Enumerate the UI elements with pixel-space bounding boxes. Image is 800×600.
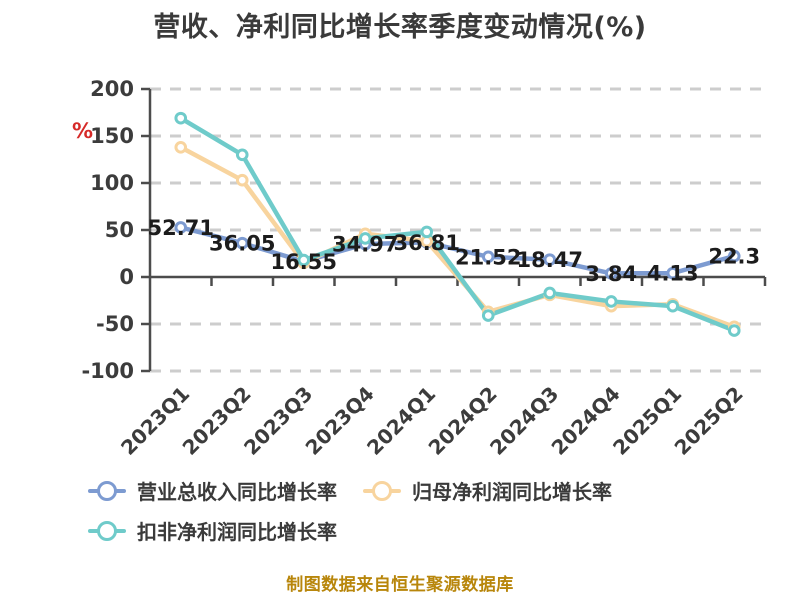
circle-marker-icon xyxy=(97,520,117,541)
data-point-non-gaap-net-profit-yoy xyxy=(543,286,557,300)
data-label: 21.52 xyxy=(455,245,521,269)
x-tick-label: 2025Q2 xyxy=(670,382,748,460)
y-tick-label: 200 xyxy=(90,77,134,101)
data-point-non-gaap-net-profit-yoy xyxy=(666,299,680,313)
data-point-non-gaap-net-profit-yoy xyxy=(604,295,618,308)
data-label: 36.05 xyxy=(209,232,275,256)
y-axis-unit-percent: % xyxy=(72,119,94,143)
data-point-non-gaap-net-profit-yoy xyxy=(420,225,434,239)
data-label: 16.55 xyxy=(271,250,337,274)
legend-row: 营业总收入同比增长率 归母净利润同比增长率 xyxy=(88,476,612,505)
y-tick-label: 150 xyxy=(90,124,134,148)
data-point-non-gaap-net-profit-yoy xyxy=(297,253,311,267)
y-tick-label: -50 xyxy=(96,312,134,336)
line-series-marker-icon xyxy=(88,480,126,501)
data-label: 4.13 xyxy=(647,262,699,286)
data-point-non-gaap-net-profit-yoy xyxy=(481,309,495,322)
y-tick-label: 100 xyxy=(90,171,134,195)
legend-item-non-gaap-net-profit-yoy[interactable]: 扣非净利润同比增长率 xyxy=(88,516,337,545)
data-point-non-gaap-net-profit-yoy xyxy=(727,324,741,337)
legend-item-net-profit-yoy[interactable]: 归母净利润同比增长率 xyxy=(363,476,612,505)
data-label: 18.47 xyxy=(517,248,583,272)
data-point-non-gaap-net-profit-yoy xyxy=(174,111,188,125)
chart-legend: 营业总收入同比增长率 归母净利润同比增长率 扣非净利润同比增长率 xyxy=(88,476,612,545)
circle-marker-icon xyxy=(372,480,392,501)
data-label: 3.84 xyxy=(585,262,637,286)
data-point-revenue-yoy xyxy=(235,236,249,250)
data-point-revenue-yoy xyxy=(174,221,188,234)
y-tick-label: 0 xyxy=(119,265,134,289)
line-series-marker-icon xyxy=(363,480,401,501)
legend-item-revenue-yoy[interactable]: 营业总收入同比增长率 xyxy=(88,476,337,505)
data-point-revenue-yoy xyxy=(604,267,618,280)
data-label: 36.81 xyxy=(394,231,460,255)
data-point-net-profit-yoy xyxy=(174,140,188,154)
data-label: 34.97 xyxy=(332,233,398,257)
legend-label: 营业总收入同比增长率 xyxy=(137,480,337,504)
data-label: 52.71 xyxy=(148,216,214,240)
data-point-revenue-yoy xyxy=(666,266,680,280)
data-source-note: 制图数据来自恒生聚源数据库 xyxy=(286,575,514,595)
data-point-revenue-yoy xyxy=(481,250,495,264)
data-point-non-gaap-net-profit-yoy xyxy=(235,148,249,162)
legend-label: 扣非净利润同比增长率 xyxy=(137,520,337,544)
legend-label: 归母净利润同比增长率 xyxy=(412,480,612,504)
chart-title: 营收、净利同比增长率季度变动情况(%) xyxy=(153,12,647,43)
legend-row: 扣非净利润同比增长率 xyxy=(88,516,612,545)
circle-marker-icon xyxy=(97,480,117,501)
series-line-non-gaap-net-profit-yoy xyxy=(178,115,737,333)
line-series-marker-icon xyxy=(88,520,126,541)
data-point-non-gaap-net-profit-yoy xyxy=(358,232,372,245)
y-tick-label: -100 xyxy=(81,359,134,383)
series-line-revenue-yoy xyxy=(178,225,737,276)
data-point-revenue-yoy xyxy=(727,249,741,263)
data-point-net-profit-yoy xyxy=(235,173,249,187)
y-tick-label: 50 xyxy=(105,218,134,242)
data-label: 22.3 xyxy=(708,245,760,269)
data-point-revenue-yoy xyxy=(543,253,557,266)
